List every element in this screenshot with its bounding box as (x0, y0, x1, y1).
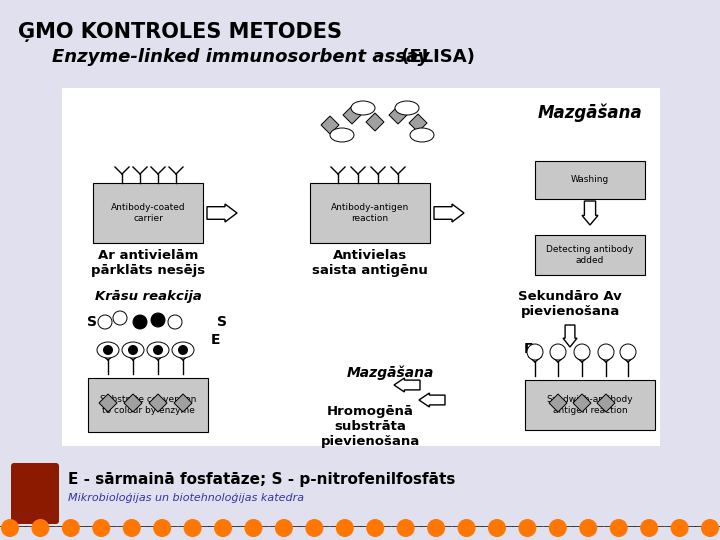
Circle shape (305, 519, 323, 537)
Polygon shape (434, 204, 464, 222)
Circle shape (153, 345, 163, 355)
Circle shape (366, 519, 384, 537)
FancyBboxPatch shape (310, 183, 430, 243)
Circle shape (92, 519, 110, 537)
Ellipse shape (330, 128, 354, 142)
Text: Hromogēnā
substrāta
pievienošana: Hromogēnā substrāta pievienošana (320, 405, 420, 448)
Text: Antibody-coated
carrier: Antibody-coated carrier (111, 203, 185, 222)
Circle shape (620, 344, 636, 360)
Circle shape (598, 344, 614, 360)
Circle shape (670, 519, 688, 537)
Ellipse shape (172, 342, 194, 358)
Ellipse shape (147, 342, 169, 358)
Polygon shape (419, 393, 445, 407)
Ellipse shape (97, 342, 119, 358)
Polygon shape (549, 394, 567, 412)
Polygon shape (343, 106, 361, 124)
Ellipse shape (410, 128, 434, 142)
Circle shape (32, 519, 50, 537)
Circle shape (457, 519, 475, 537)
Text: Substrate conversion
to colour by enzyme: Substrate conversion to colour by enzyme (100, 395, 196, 415)
Circle shape (574, 344, 590, 360)
Circle shape (245, 519, 263, 537)
Polygon shape (563, 325, 577, 347)
Polygon shape (389, 106, 407, 124)
Circle shape (153, 519, 171, 537)
Text: E: E (211, 333, 221, 347)
Circle shape (98, 315, 112, 329)
FancyBboxPatch shape (535, 235, 645, 275)
Circle shape (214, 519, 232, 537)
Circle shape (550, 344, 566, 360)
Text: Antibody-antigen
reaction: Antibody-antigen reaction (331, 203, 409, 222)
Circle shape (488, 519, 506, 537)
Circle shape (610, 519, 628, 537)
Circle shape (103, 345, 113, 355)
Text: Mikrobioloģijas un biotehnoloģijas katedra: Mikrobioloģijas un biotehnoloģijas kated… (68, 493, 304, 503)
Text: Sandwich-antibody
antigen reaction: Sandwich-antibody antigen reaction (546, 395, 634, 415)
Polygon shape (582, 201, 598, 225)
Circle shape (133, 315, 147, 329)
Text: Detecting antibody
added: Detecting antibody added (546, 245, 634, 265)
Ellipse shape (395, 101, 419, 115)
Polygon shape (174, 394, 192, 412)
FancyBboxPatch shape (88, 378, 208, 432)
FancyBboxPatch shape (0, 460, 720, 540)
Circle shape (178, 345, 188, 355)
FancyBboxPatch shape (93, 183, 203, 243)
Polygon shape (409, 114, 427, 132)
FancyBboxPatch shape (62, 88, 660, 446)
Polygon shape (366, 113, 384, 131)
Text: Sekundāro Av
pievienošana: Sekundāro Av pievienošana (518, 290, 622, 318)
Circle shape (184, 519, 202, 537)
Text: Enzyme-linked immunosorbent assay: Enzyme-linked immunosorbent assay (52, 48, 429, 66)
FancyBboxPatch shape (525, 380, 655, 430)
Text: S: S (217, 315, 227, 329)
Polygon shape (149, 394, 167, 412)
Text: Mazgāšana: Mazgāšana (538, 103, 642, 122)
Ellipse shape (122, 342, 144, 358)
Circle shape (151, 313, 165, 327)
Polygon shape (99, 394, 117, 412)
Circle shape (549, 519, 567, 537)
Circle shape (580, 519, 598, 537)
Text: Krāsu reakcija: Krāsu reakcija (94, 290, 202, 303)
Circle shape (518, 519, 536, 537)
Text: Washing: Washing (571, 176, 609, 185)
Circle shape (168, 315, 182, 329)
FancyBboxPatch shape (535, 161, 645, 199)
Polygon shape (597, 394, 615, 412)
Text: (ELISA): (ELISA) (395, 48, 475, 66)
Circle shape (701, 519, 719, 537)
Circle shape (527, 344, 543, 360)
Polygon shape (394, 378, 420, 392)
Polygon shape (321, 116, 339, 134)
Polygon shape (573, 394, 591, 412)
Text: E - sārmainā fosfatāze; S - p-nitrofenilfosfāts: E - sārmainā fosfatāze; S - p-nitrofenil… (68, 472, 455, 487)
Circle shape (113, 311, 127, 325)
Text: ĢMO KONTROLES METODES: ĢMO KONTROLES METODES (18, 22, 342, 42)
Circle shape (397, 519, 415, 537)
Circle shape (122, 519, 140, 537)
Circle shape (427, 519, 445, 537)
Polygon shape (124, 394, 142, 412)
Text: E: E (524, 342, 534, 356)
Polygon shape (207, 204, 237, 222)
Circle shape (62, 519, 80, 537)
Circle shape (336, 519, 354, 537)
Text: Antivielas
saista antigēnu: Antivielas saista antigēnu (312, 249, 428, 277)
Text: Ar antivielām
pārklāts nesējs: Ar antivielām pārklāts nesējs (91, 249, 205, 277)
Circle shape (1, 519, 19, 537)
Ellipse shape (351, 101, 375, 115)
FancyBboxPatch shape (11, 463, 59, 524)
Circle shape (275, 519, 293, 537)
Circle shape (640, 519, 658, 537)
Text: Mazgāšana: Mazgāšana (346, 365, 433, 380)
Text: S: S (87, 315, 97, 329)
Circle shape (128, 345, 138, 355)
